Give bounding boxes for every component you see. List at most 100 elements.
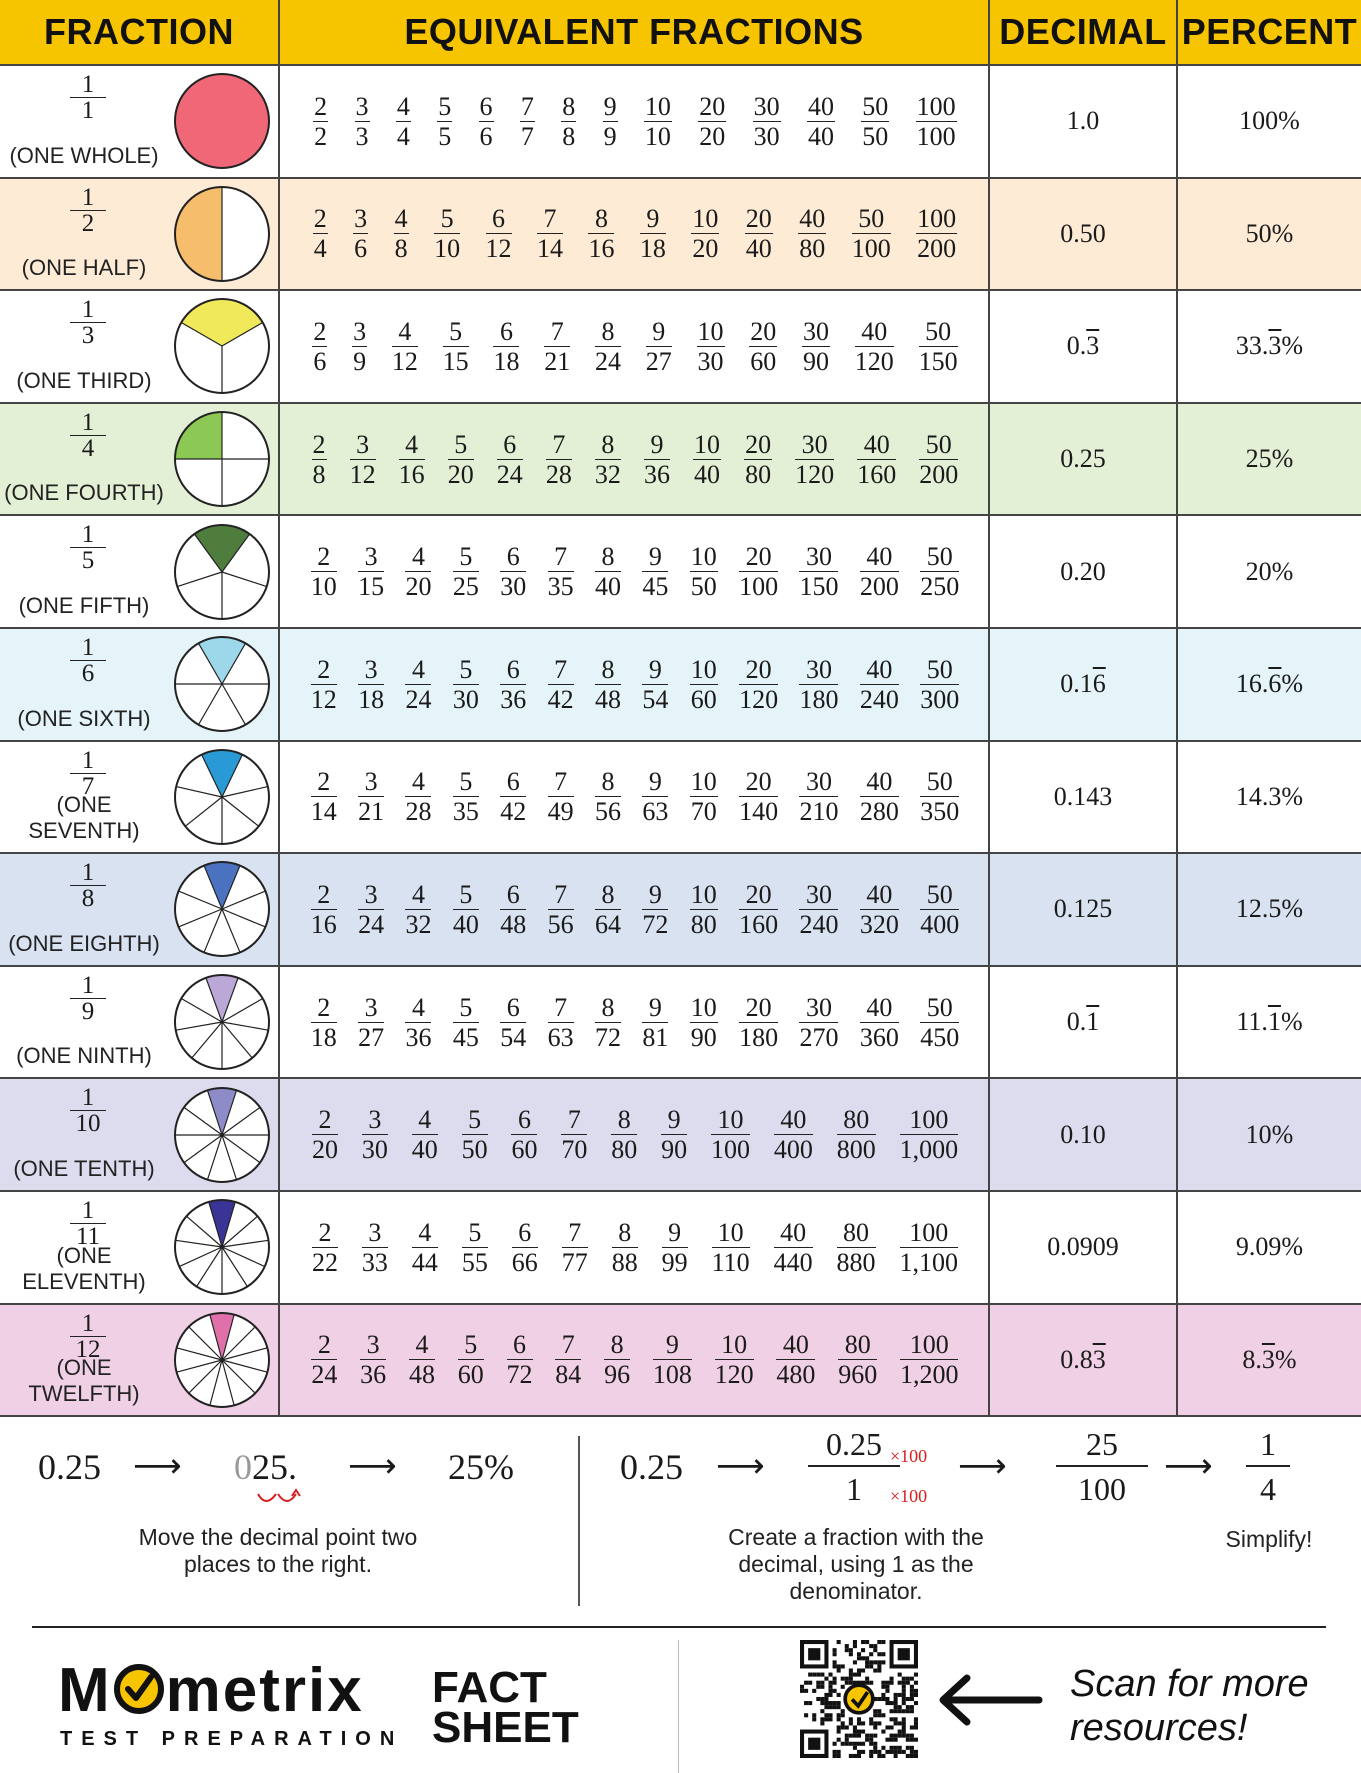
equivalent-fraction: 5 10 (434, 204, 461, 264)
equivalent-numerator: 7 (547, 542, 574, 573)
equivalent-fraction: 6 72 (506, 1330, 533, 1389)
equivalent-numerator: 5 (437, 91, 453, 122)
equivalent-fraction: 9 99 (661, 1218, 688, 1277)
equivalent-denominator: 100 (710, 1135, 750, 1165)
equivalent-fraction: 9 108 (652, 1330, 692, 1389)
table-row: 1 12 (ONE TWELFTH) 2 24 3 36 4 48 5 60 6 72 7 84 8 96 9 10… (0, 1304, 1361, 1418)
table-row: 1 3 (ONE THIRD) 2 6 3 9 4 12 5 15 6 18 7 21 8 24 9 27 10 30 2… (0, 291, 1361, 404)
equivalent-fraction: 8 80 (611, 1105, 638, 1164)
equivalent-denominator: 360 (859, 1022, 899, 1052)
equivalent-fraction: 8 24 (594, 317, 621, 376)
equivalent-denominator: 70 (690, 797, 717, 827)
equivalent-denominator: 16 (310, 909, 337, 939)
decimal-cell: 0. 1 (990, 966, 1178, 1078)
equivalent-numerator: 10 (689, 654, 718, 685)
equivalent-denominator: 240 (799, 909, 839, 939)
equivalent-numerator: 8 (561, 91, 577, 122)
equivalent-numerator: 4 (411, 1105, 438, 1136)
equivalent-fraction: 100 1,200 (899, 1330, 959, 1389)
equivalent-fraction: 7 56 (547, 880, 574, 939)
equivalent-denominator: 5 (438, 121, 452, 151)
equivalent-fraction: 40 120 (854, 317, 894, 376)
decimal-value: 0. (1066, 331, 1087, 361)
equivalent-denominator: 6 (479, 121, 493, 151)
equivalent-denominator: 180 (799, 684, 839, 714)
equivalent-fractions-cell: 2 2 3 3 4 4 5 5 6 6 7 7 8 8 9 9 10 10 20 20 30 30 40 40 50 50 100 1… (280, 66, 990, 177)
equivalent-fraction: 50 300 (920, 655, 960, 714)
decimal-cell: 0.10 (990, 1079, 1178, 1190)
equivalent-fraction: 30 240 (799, 880, 839, 939)
equivalent-fraction: 4 24 (405, 655, 432, 714)
qr-code-icon[interactable] (800, 1640, 918, 1758)
equivalent-fraction: 10 50 (689, 542, 718, 601)
equivalent-numerator: 5 (434, 204, 461, 235)
equivalent-denominator: 45 (452, 1022, 479, 1052)
equivalent-numerator: 30 (799, 655, 839, 685)
equivalent-numerator: 8 (604, 1330, 631, 1361)
equivalent-numerator: 20 (739, 993, 779, 1023)
equivalent-numerator: 20 (698, 91, 727, 122)
percent-value: 10 (1245, 1119, 1272, 1149)
equivalent-numerator: 3 (358, 880, 385, 910)
equivalent-fraction: 5 60 (457, 1330, 484, 1389)
equivalent-denominator: 12 (349, 459, 376, 489)
equivalent-fraction: 7 63 (547, 993, 574, 1052)
equivalent-numerator: 9 (642, 993, 669, 1023)
equivalent-numerator: 6 (493, 317, 520, 347)
equivalent-fraction: 10 40 (693, 429, 722, 489)
equivalent-denominator: 84 (555, 1360, 582, 1390)
equivalent-fraction: 6 54 (500, 993, 527, 1052)
equivalent-denominator: 72 (642, 909, 669, 939)
equivalent-numerator: 8 (594, 767, 621, 798)
fraction-cell: 1 9 (ONE NINTH) (0, 966, 280, 1078)
equivalent-fraction: 8 32 (594, 430, 621, 489)
equivalent-fraction: 6 60 (511, 1105, 538, 1164)
scan-line-2: resources! (1070, 1707, 1248, 1749)
equivalent-numerator: 7 (547, 767, 574, 798)
equivalent-numerator: 10 (693, 429, 722, 460)
equivalent-numerator: 7 (536, 204, 563, 235)
equivalent-fraction: 5 15 (442, 317, 469, 376)
equivalent-fraction: 5 35 (452, 767, 479, 826)
equivalent-fraction: 6 30 (500, 542, 527, 601)
equivalent-fraction: 10 100 (710, 1105, 750, 1165)
equivalent-fraction: 4 16 (398, 430, 425, 489)
decimal-repeating-digit: 1 (1086, 1007, 1100, 1037)
df-arrow-1-icon: ⟶ (716, 1446, 765, 1486)
equivalent-denominator: 88 (611, 1247, 638, 1277)
base-numerator: 1 (70, 1311, 106, 1337)
equivalent-denominator: 12 (391, 346, 418, 376)
equivalent-denominator: 10 (434, 234, 461, 264)
logo-subtitle: TEST PREPARATION (60, 1728, 404, 1750)
equivalent-denominator: 400 (773, 1135, 813, 1165)
equivalent-numerator: 40 (798, 204, 827, 235)
equivalent-denominator: 880 (836, 1247, 876, 1277)
percent-cell: 8. 3% (1178, 1305, 1361, 1416)
df-simplify-caption: Simplify! (1225, 1526, 1313, 1552)
equivalent-fraction: 100 1,000 (899, 1105, 959, 1165)
decimal-cell: 0.0909 (990, 1191, 1178, 1303)
percent-cell: 12.5% (1178, 854, 1361, 965)
equivalent-fraction: 20 80 (744, 430, 773, 489)
equivalent-numerator: 6 (500, 542, 527, 573)
equivalent-denominator: 18 (310, 1022, 337, 1052)
equivalent-numerator: 10 (691, 204, 720, 235)
equivalent-numerator: 5 (457, 1330, 484, 1361)
equivalent-fraction: 4 36 (405, 993, 432, 1052)
fraction-label: 1 6 (ONE SIXTH) (0, 629, 168, 740)
decimal-repeating-digit: 3 (1086, 331, 1100, 361)
equivalent-fraction: 8 88 (611, 1218, 638, 1277)
percent-cell: 16. 6% (1178, 629, 1361, 740)
equivalent-denominator: 12 (485, 234, 512, 264)
equivalent-numerator: 50 (918, 317, 958, 347)
equivalent-denominator: 1,000 (899, 1135, 959, 1165)
equivalent-denominator: 36 (360, 1360, 387, 1390)
equivalent-numerator: 9 (642, 542, 669, 573)
equivalent-numerator: 40 (859, 880, 899, 910)
equivalent-denominator: 120 (795, 459, 835, 489)
